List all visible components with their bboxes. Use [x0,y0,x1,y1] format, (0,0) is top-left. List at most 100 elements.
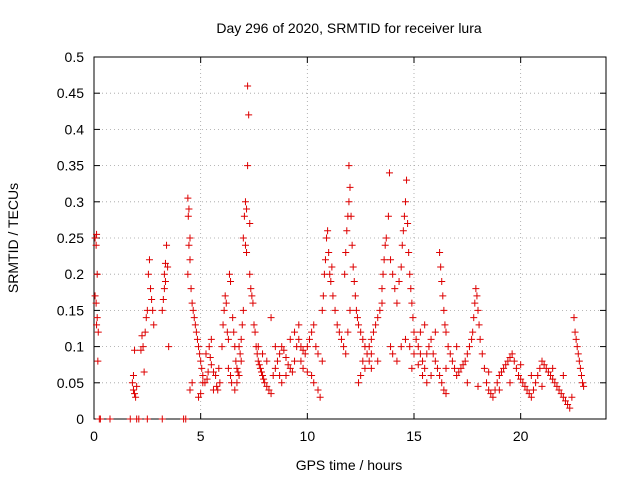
data-point [519,379,527,387]
data-point [249,299,257,307]
data-point [408,299,416,307]
data-point [387,256,395,264]
data-point [297,357,305,365]
data-point [342,350,350,358]
data-point [319,292,327,300]
data-point [209,386,217,394]
data-point [227,277,235,285]
data-point [367,350,375,358]
data-point [239,306,247,314]
data-point [568,393,576,401]
data-point [346,183,354,191]
data-point [241,198,249,206]
data-point [381,241,389,249]
data-point [325,248,333,256]
data-point [326,270,334,278]
data-point [382,234,390,242]
data-point [495,372,503,380]
data-point [184,270,192,278]
data-point [223,328,231,336]
data-point [523,386,531,394]
data-point [318,357,326,365]
data-point [400,212,408,220]
y-tick-label: 0.3 [65,194,85,210]
data-point [143,415,151,423]
data-point [164,263,172,271]
data-point [225,270,233,278]
data-point [395,277,403,285]
data-point [224,335,232,343]
data-point [461,357,469,365]
data-point [478,350,486,358]
data-point [245,111,253,119]
data-point [367,335,375,343]
data-point [271,343,279,351]
data-point [129,372,137,380]
data-point [521,382,529,390]
data-point [259,372,267,380]
y-tick-label: 0.25 [57,230,84,246]
data-point [314,386,322,394]
data-point [246,220,254,228]
data-point [469,328,477,336]
data-point [328,263,336,271]
data-point [327,277,335,285]
y-tick-label: 0.45 [57,85,84,101]
data-point [527,372,535,380]
data-point [419,372,427,380]
data-point [344,328,352,336]
data-point [159,296,167,304]
data-point [437,263,445,271]
data-point [412,335,420,343]
data-point [557,390,565,398]
data-point [361,364,369,372]
data-point [410,350,418,358]
data-point [284,361,292,369]
data-point [343,227,351,235]
data-point [414,361,422,369]
data-point [205,343,213,351]
data-point [131,390,139,398]
data-point [257,368,265,376]
data-point [145,256,153,264]
data-point [459,361,467,369]
data-point [248,292,256,300]
data-point [471,299,479,307]
data-point [574,350,582,358]
data-point [187,285,195,293]
x-tick-label: 0 [90,428,98,444]
data-point [532,379,540,387]
data-point [93,314,101,322]
data-point [438,277,446,285]
data-point [540,361,548,369]
data-point [243,248,251,256]
data-point [144,270,152,278]
data-point [243,205,251,213]
data-point [93,321,101,329]
data-point [473,292,481,300]
data-point [295,321,303,329]
data-point [148,296,156,304]
data-point [251,328,259,336]
data-point [191,321,199,329]
data-point [140,368,148,376]
data-point [549,375,557,383]
data-point [451,364,459,372]
data-point [237,357,245,365]
data-point [374,314,382,322]
data-point [506,379,514,387]
data-point [576,364,584,372]
data-point [91,292,99,300]
data-points [91,82,588,423]
data-point [485,368,493,376]
data-point [233,379,241,387]
data-point [185,205,193,213]
data-point [286,335,294,343]
data-point [231,386,239,394]
data-point [579,379,587,387]
data-point [235,372,243,380]
x-axis-label: GPS time / hours [296,457,403,473]
data-point [188,379,196,387]
data-point [161,259,169,267]
data-point [288,368,296,376]
